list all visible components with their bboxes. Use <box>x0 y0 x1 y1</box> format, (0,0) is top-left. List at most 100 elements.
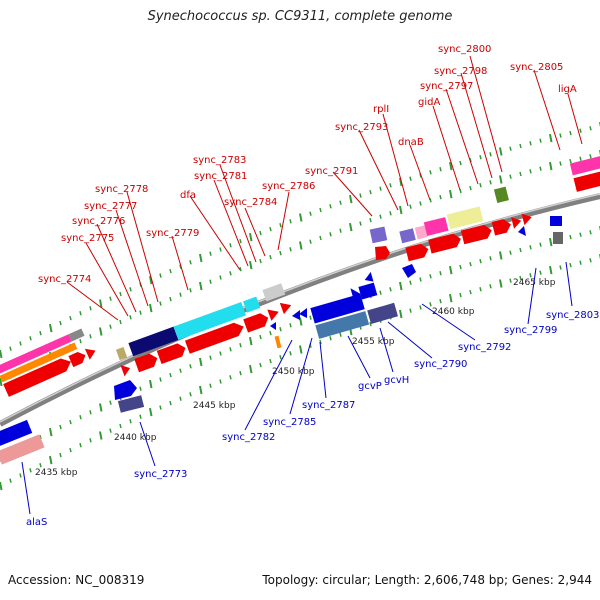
ring-tick <box>399 281 403 291</box>
ring-tick <box>199 281 203 291</box>
ring-tick <box>0 349 3 359</box>
ring-tick <box>409 280 412 285</box>
gene-block <box>446 206 484 230</box>
gene-block <box>550 216 562 226</box>
gene-label: sync_2782 <box>222 432 275 443</box>
ring-tick <box>0 481 3 491</box>
ring-tick <box>199 253 203 263</box>
ring-tick <box>129 419 132 424</box>
ring-tick <box>339 332 342 337</box>
ring-tick <box>359 193 362 198</box>
ring-tick <box>149 407 153 417</box>
ring-tick <box>39 463 42 468</box>
ring-tick <box>179 396 182 401</box>
ring-tick <box>329 232 332 237</box>
gene-arrow <box>358 282 378 300</box>
ring-tick <box>249 336 253 346</box>
ring-tick <box>49 323 53 333</box>
ring-tick <box>209 355 212 360</box>
ring-tick <box>579 260 582 265</box>
gene-block <box>423 217 449 236</box>
ring-tick <box>379 290 382 295</box>
ring-tick <box>509 146 512 151</box>
ring-tick <box>409 204 412 209</box>
tick-rings <box>0 122 600 491</box>
ring-tick <box>49 455 53 465</box>
ring-tick <box>469 185 472 191</box>
ring-tick <box>189 392 192 397</box>
ring-tick <box>119 423 122 429</box>
ring-tick <box>429 274 432 279</box>
gene-block <box>173 302 246 340</box>
ring-tick <box>509 278 512 283</box>
ring-tick <box>459 160 462 166</box>
ring-tick <box>279 327 282 332</box>
ring-tick <box>259 362 262 368</box>
gene-arrow <box>84 348 96 360</box>
gene-arrow <box>375 246 390 260</box>
ring-tick <box>119 319 122 325</box>
gene-block <box>115 347 128 361</box>
gene-block <box>414 225 428 240</box>
gene-label: sync_2791 <box>305 166 358 177</box>
ring-tick <box>159 405 162 410</box>
ring-tick <box>0 377 3 387</box>
gene-label: sync_2781 <box>194 171 247 182</box>
ring-tick <box>39 331 42 336</box>
ring-tick <box>279 251 282 256</box>
ring-tick <box>519 247 522 253</box>
ring-tick <box>59 452 62 458</box>
ring-tick <box>79 443 82 448</box>
ring-tick <box>159 301 162 306</box>
gene-label: sync_2798 <box>434 66 487 77</box>
ring-tick <box>409 308 412 313</box>
gene-label: ligA <box>558 84 577 95</box>
ring-tick <box>429 198 432 203</box>
ring-tick <box>419 277 422 282</box>
ring-tick <box>129 315 132 320</box>
gene-block <box>68 328 85 342</box>
gene-label: sync_2800 <box>438 44 491 55</box>
ring-tick <box>499 251 503 260</box>
ring-tick <box>289 351 292 356</box>
ring-tick <box>329 336 332 341</box>
gene-label: sync_2774 <box>38 274 91 285</box>
gene-label: sync_2777 <box>84 201 137 212</box>
ring-tick <box>169 400 172 406</box>
gene-block <box>369 226 388 244</box>
ring-tick <box>479 287 482 292</box>
ring-tick <box>509 174 512 179</box>
gene-label: sync_2797 <box>420 81 473 92</box>
ring-tick <box>569 158 572 164</box>
accession-text: Accession: NC_008319 <box>8 573 145 587</box>
gene-arrow <box>292 310 300 320</box>
ring-tick <box>449 265 453 275</box>
ring-tick <box>299 241 303 250</box>
gene-block <box>553 232 563 244</box>
ring-tick <box>469 289 472 295</box>
gene-label: sync_2799 <box>504 325 557 336</box>
gene-block <box>367 302 398 324</box>
ring-tick <box>439 167 442 172</box>
ring-tick <box>539 270 542 275</box>
gene-block <box>243 296 261 313</box>
gene-label: sync_2778 <box>95 184 148 195</box>
gene-arrow <box>364 272 374 282</box>
gene-block <box>117 395 145 413</box>
ring-tick <box>379 186 382 191</box>
ring-tick <box>249 232 253 242</box>
gene-arrow <box>491 219 511 236</box>
gene-arrow <box>68 352 86 368</box>
ring-tick <box>219 275 222 280</box>
ring-tick <box>239 239 242 244</box>
ring-tick <box>469 261 472 267</box>
ring-tick <box>209 383 212 388</box>
ring-tick <box>179 368 182 373</box>
reverse-features <box>0 216 563 465</box>
gene-arrow <box>405 243 429 262</box>
ring-tick <box>409 176 412 181</box>
ring-tick <box>49 427 53 437</box>
ring-tick <box>109 324 112 329</box>
ring-tick <box>149 275 153 285</box>
ring-tick <box>159 377 162 382</box>
